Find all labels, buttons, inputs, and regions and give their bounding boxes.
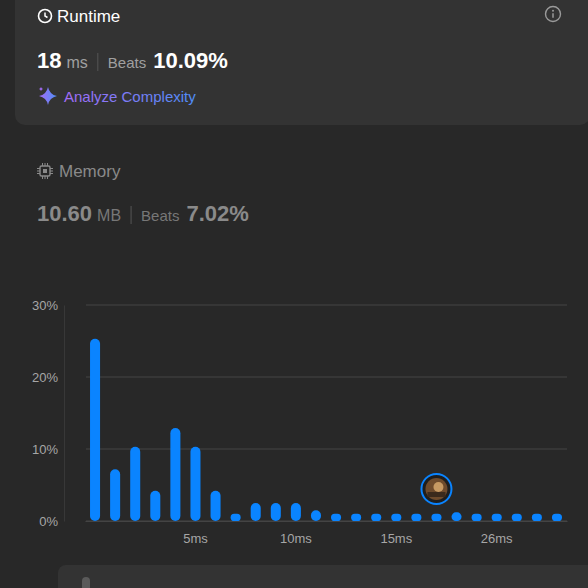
bar[interactable] xyxy=(271,503,281,521)
bar[interactable] xyxy=(472,514,482,521)
y-tick-label: 20% xyxy=(32,370,58,385)
bar[interactable] xyxy=(391,514,401,521)
y-tick: 20% xyxy=(32,370,64,385)
bar[interactable] xyxy=(110,469,120,521)
code-card xyxy=(58,565,588,588)
separator xyxy=(97,53,98,71)
chip-icon xyxy=(37,163,53,179)
bar[interactable] xyxy=(552,514,562,521)
clock-icon xyxy=(39,10,52,23)
memory-unit: MB xyxy=(97,207,121,224)
y-tick-label: 0% xyxy=(39,514,58,529)
y-tick: 0% xyxy=(39,514,64,529)
x-tick-label: 5ms xyxy=(183,531,208,546)
bar[interactable] xyxy=(211,491,221,521)
bar[interactable] xyxy=(532,514,542,521)
runtime-title: Runtime xyxy=(57,7,120,26)
grid xyxy=(86,305,567,521)
page: Runtime 18 ms Beats 10.09% Analyze Complexity… xyxy=(0,0,588,588)
bar[interactable] xyxy=(351,514,361,521)
runtime-beats: 10.09% xyxy=(153,48,228,73)
bar[interactable] xyxy=(311,510,321,521)
memory-beats-label: Beats xyxy=(141,207,179,224)
bar[interactable] xyxy=(170,428,180,521)
runtime-value: 18 xyxy=(37,48,61,73)
bar[interactable] xyxy=(512,514,522,521)
bar[interactable] xyxy=(411,514,421,521)
bar[interactable] xyxy=(371,514,381,521)
x-tick-label: 10ms xyxy=(280,531,312,546)
avatar-marker xyxy=(421,474,451,504)
bar[interactable] xyxy=(231,514,241,521)
bar[interactable] xyxy=(431,514,441,521)
bar[interactable] xyxy=(90,339,100,521)
bar[interactable] xyxy=(452,512,462,521)
y-axis-line xyxy=(64,306,65,522)
y-tick-label: 10% xyxy=(32,442,58,457)
memory-value: 10.60 xyxy=(37,201,92,226)
analyze-complexity[interactable]: Analyze Complexity xyxy=(64,88,196,105)
grid-line xyxy=(86,377,567,378)
bar[interactable] xyxy=(150,491,160,521)
x-tick: 26ms xyxy=(481,521,513,546)
y-tick: 30% xyxy=(32,298,64,313)
x-tick-label: 15ms xyxy=(380,531,412,546)
x-tick: 15ms xyxy=(380,521,412,546)
bars xyxy=(90,339,562,521)
y-tick-label: 30% xyxy=(32,298,58,313)
bar[interactable] xyxy=(492,514,502,521)
bar[interactable] xyxy=(251,503,261,521)
x-tick: 10ms xyxy=(280,521,312,546)
runtime-card xyxy=(15,0,588,125)
info-icon[interactable] xyxy=(546,7,561,22)
handle[interactable] xyxy=(82,577,90,588)
memory-title: Memory xyxy=(59,162,121,181)
x-tick-label: 26ms xyxy=(481,531,513,546)
separator xyxy=(131,206,132,224)
bar[interactable] xyxy=(130,447,140,521)
memory-beats: 7.02% xyxy=(186,201,248,226)
bar[interactable] xyxy=(291,503,301,521)
grid-line xyxy=(86,449,567,450)
sparkle-icon xyxy=(39,87,57,105)
x-axis: 5ms 10ms 15ms 26ms xyxy=(86,521,568,546)
runtime-unit: ms xyxy=(66,54,87,71)
runtime-beats-label: Beats xyxy=(108,54,146,71)
x-axis-line xyxy=(86,521,568,522)
x-tick: 5ms xyxy=(183,521,208,546)
y-axis: 0% 10% 20% 30% xyxy=(32,298,65,529)
bar[interactable] xyxy=(190,447,200,521)
bar[interactable] xyxy=(331,514,341,521)
grid-line xyxy=(86,305,567,306)
y-tick: 10% xyxy=(32,442,64,457)
